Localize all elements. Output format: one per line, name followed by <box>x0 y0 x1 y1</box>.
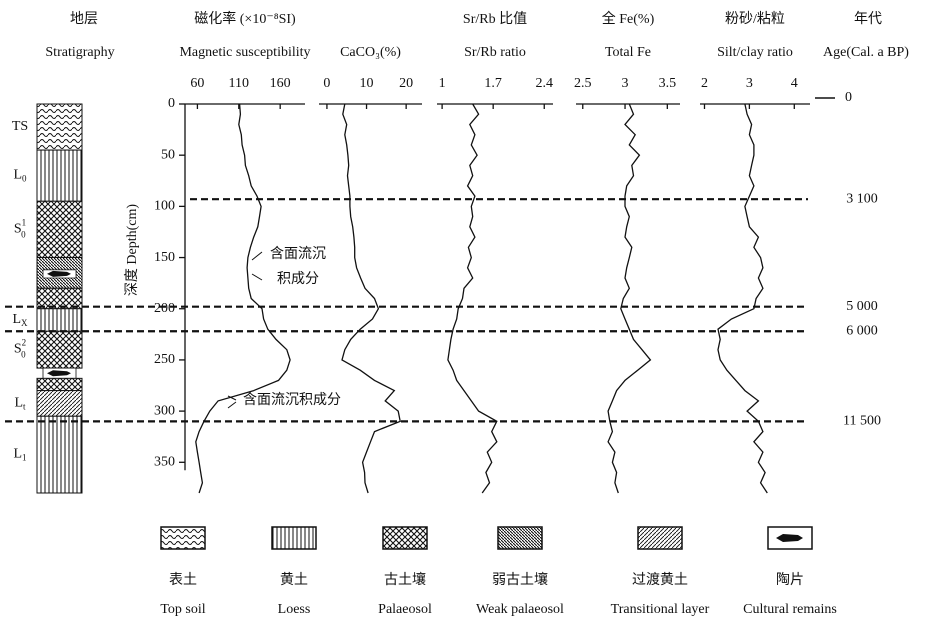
strat-label: LX <box>12 312 28 328</box>
x-tick-label: 160 <box>270 76 291 91</box>
legend-swatch <box>498 527 542 549</box>
data-line <box>342 104 400 493</box>
legend-label-en: Cultural remains <box>743 602 837 617</box>
y-tick-label: 300 <box>154 403 175 418</box>
strat-label-main: TS <box>12 119 28 134</box>
legend-label-zh: 陶片 <box>776 572 804 588</box>
header-zh: 地层 <box>70 11 98 27</box>
age-label: 0 <box>845 90 852 105</box>
y-tick-label: 0 <box>168 96 175 111</box>
x-tick-label: 10 <box>360 76 374 91</box>
strat-label: Lt <box>14 396 26 412</box>
strat-label: L1 <box>13 447 26 463</box>
x-tick-label: 1.7 <box>484 76 502 91</box>
legend-label-en: Transitional layer <box>611 602 710 617</box>
strat-layer <box>37 416 82 493</box>
legend-label-en: Top soil <box>160 602 205 617</box>
strat-layer <box>37 391 82 417</box>
x-tick-label: 4 <box>791 76 798 91</box>
panel-title: 磁化率 (×10⁻⁸SI) <box>194 10 296 27</box>
x-tick-label: 3 <box>622 76 629 91</box>
x-tick-label: 3 <box>746 76 753 91</box>
x-tick-label: 2.5 <box>574 76 592 91</box>
data-line <box>608 104 650 493</box>
strat-label-sub: X <box>21 318 28 328</box>
legend-label-zh: 黄土 <box>280 571 308 588</box>
strat-label-sub: 0 <box>21 350 26 360</box>
x-tick-label: 0 <box>323 76 330 91</box>
header-en: Age(Cal. a BP) <box>823 45 909 60</box>
x-tick-label: 2.4 <box>535 76 553 91</box>
legend-label-en: Weak palaeosol <box>476 602 564 617</box>
panel-title: 粉砂/粘粒 <box>725 11 785 27</box>
strat-layer <box>37 201 82 257</box>
y-tick-label: 50 <box>161 147 175 162</box>
header-en: Stratigraphy <box>45 45 114 60</box>
strat-layer <box>37 309 82 332</box>
strat-layer <box>37 150 82 201</box>
y-tick-label: 200 <box>154 301 175 316</box>
annotation-pointer <box>252 252 262 280</box>
x-tick-label: 1 <box>439 76 446 91</box>
strat-layer <box>37 378 82 390</box>
legend-label-zh: 弱古土壤 <box>492 571 548 588</box>
x-tick-label: 110 <box>229 76 249 91</box>
strat-label-sub: 0 <box>22 174 27 184</box>
strat-label-main: L <box>12 312 21 327</box>
y-tick-label: 150 <box>154 250 175 265</box>
panel-subtitle: Total Fe <box>605 45 651 60</box>
legend-swatch <box>272 527 316 549</box>
panel-title: CaCO₃(%) <box>340 45 401 60</box>
strat-label-sup: 1 <box>22 217 27 227</box>
legend-label-zh: 表土 <box>169 572 197 588</box>
x-tick-label: 3.5 <box>659 76 677 91</box>
legend-label-zh: 古土壤 <box>384 571 426 588</box>
strat-label-sup: 2 <box>22 338 27 348</box>
annotation: 含面流沉积成分 <box>243 392 341 408</box>
legend-swatch <box>383 527 427 549</box>
x-tick-label: 60 <box>190 76 204 91</box>
annotation: 含面流沉 <box>270 246 326 262</box>
panel-title: Sr/Rb 比值 <box>463 11 527 27</box>
legend-swatch <box>638 527 682 549</box>
age-label: 11 500 <box>843 414 881 429</box>
annotation: 积成分 <box>277 271 319 287</box>
panel-subtitle: Silt/clay ratio <box>717 45 793 60</box>
panel-title: 全 Fe(%) <box>602 10 655 27</box>
legend-label-zh: 过渡黄土 <box>632 571 688 588</box>
strat-label-main: L <box>13 168 22 183</box>
x-tick-label: 2 <box>701 76 708 91</box>
x-tick-label: 20 <box>399 76 413 91</box>
age-label: 5 000 <box>846 299 878 314</box>
y-tick-label: 100 <box>154 199 175 214</box>
legend-label-en: Loess <box>278 602 311 617</box>
age-label: 3 100 <box>846 191 878 206</box>
data-line <box>448 104 497 493</box>
strat-label: L0 <box>13 168 27 184</box>
y-tick-label: 250 <box>154 352 175 367</box>
figure: 地层Stratigraphy年代Age(Cal. a BP)0501001502… <box>0 0 926 624</box>
panel-subtitle: Sr/Rb ratio <box>464 45 526 60</box>
strat-label-sub: t <box>23 401 26 411</box>
legend-label-en: Palaeosol <box>378 602 432 617</box>
strat-label: TS <box>12 119 28 134</box>
legend-swatch <box>161 527 205 549</box>
age-label: 6 000 <box>846 323 878 338</box>
strat-label-main: L <box>14 396 23 411</box>
strat-label-main: L <box>13 447 22 462</box>
y-tick-label: 350 <box>154 455 175 470</box>
data-line <box>196 104 290 493</box>
strat-layer <box>37 104 82 150</box>
strat-layer <box>37 331 82 368</box>
strat-label-sub: 0 <box>21 229 26 239</box>
strat-label-sub: 1 <box>22 453 27 463</box>
panel-subtitle: Magnetic susceptibility <box>179 45 310 60</box>
data-line <box>718 104 767 493</box>
header-zh: 年代 <box>854 11 882 27</box>
depth-axis-label: 深度 Depth(cm) <box>124 204 140 296</box>
